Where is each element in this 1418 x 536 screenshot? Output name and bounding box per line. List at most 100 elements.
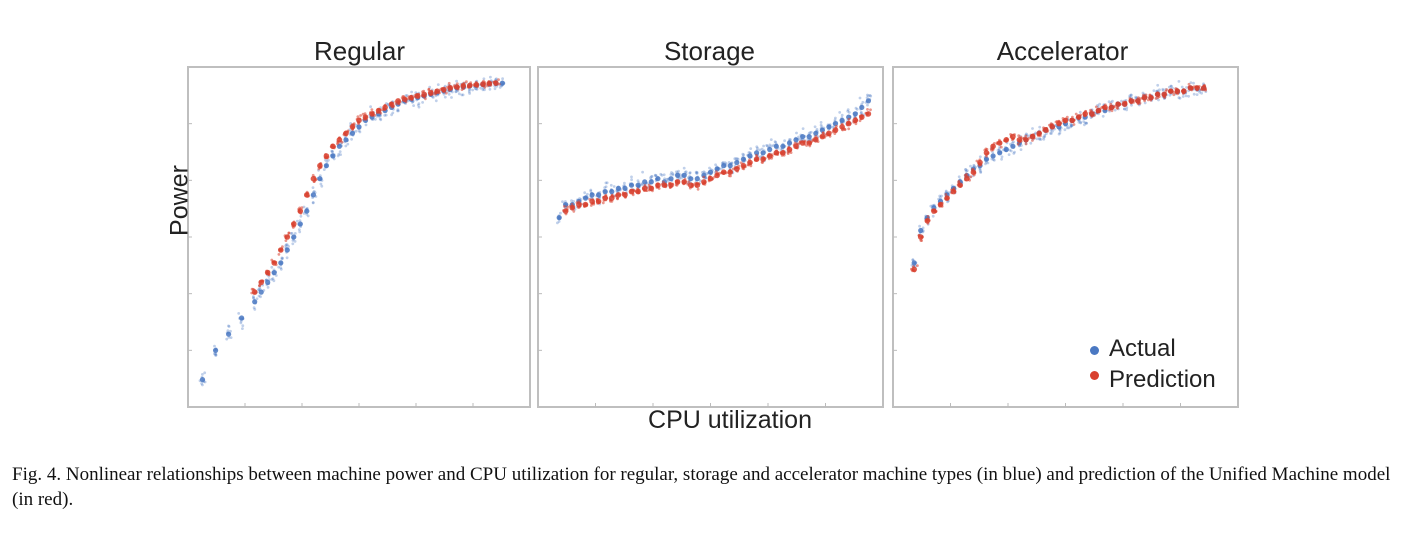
data-point-cloud	[660, 173, 664, 177]
data-point-cloud	[776, 146, 780, 150]
data-point-cloud	[336, 154, 340, 158]
data-point-cloud	[570, 199, 573, 203]
data-point-cloud	[683, 174, 686, 178]
data-point-cloud	[984, 157, 987, 161]
data-point-cloud	[1045, 132, 1048, 136]
data-point-cloud	[842, 120, 846, 124]
data-point-cloud	[566, 205, 569, 209]
data-point	[721, 163, 727, 169]
data-point-cloud	[654, 174, 658, 178]
panel-title-storage: Storage	[663, 36, 756, 66]
data-point-cloud	[1129, 98, 1132, 102]
data-point-cloud	[968, 178, 971, 182]
data-point-cloud	[972, 173, 976, 177]
data-point-cloud	[742, 153, 746, 157]
data-point-cloud	[748, 151, 752, 155]
data-point-cloud	[568, 204, 572, 208]
data-point-cloud	[799, 137, 803, 141]
data-point-cloud	[755, 155, 759, 159]
data-point-cloud	[287, 231, 291, 235]
data-point-cloud	[572, 210, 576, 213]
data-point-cloud	[200, 382, 204, 385]
data-point-cloud	[1005, 147, 1009, 150]
data-point-cloud	[1002, 148, 1005, 152]
data-point-cloud	[985, 160, 988, 164]
data-point-cloud	[229, 329, 232, 333]
data-point-cloud	[846, 109, 850, 113]
data-point-cloud	[1109, 102, 1113, 106]
data-point-cloud	[823, 135, 827, 139]
data-point-cloud	[629, 190, 633, 194]
data-point-cloud	[279, 267, 283, 271]
data-point-cloud	[1043, 133, 1047, 137]
data-point-cloud	[827, 126, 831, 130]
data-point-cloud	[986, 151, 990, 155]
data-point-cloud	[563, 205, 566, 208]
data-point-cloud	[604, 181, 608, 185]
data-point-cloud	[734, 157, 738, 161]
data-point-cloud	[500, 84, 503, 87]
data-point-cloud	[557, 215, 561, 219]
data-point-cloud	[562, 209, 565, 212]
data-point-cloud	[198, 379, 202, 383]
data-point-cloud	[741, 152, 745, 156]
data-point-cloud	[775, 149, 778, 153]
data-point-cloud	[450, 96, 453, 99]
data-point-cloud	[1177, 80, 1181, 83]
data-point	[793, 137, 799, 143]
data-point-cloud	[258, 284, 261, 288]
data-point-cloud	[947, 191, 951, 195]
data-point-cloud	[676, 171, 679, 175]
data-point-cloud	[767, 157, 771, 161]
data-point-cloud	[1129, 93, 1133, 97]
data-point-cloud	[1003, 148, 1007, 152]
data-point-cloud	[1171, 90, 1175, 94]
data-point-cloud	[636, 179, 640, 183]
data-point-cloud	[728, 171, 731, 175]
data-point-cloud	[1013, 133, 1016, 136]
data-point-cloud	[972, 163, 976, 167]
data-point-cloud	[819, 134, 823, 138]
data-point-cloud	[921, 226, 925, 230]
data-point-cloud	[623, 187, 627, 191]
data-point-cloud	[919, 239, 923, 242]
legend-prediction-label: Prediction	[1109, 366, 1216, 393]
data-point-cloud	[1063, 124, 1067, 127]
data-point-cloud	[1157, 98, 1160, 102]
data-point-cloud	[1107, 100, 1111, 104]
data-point-cloud	[226, 329, 230, 333]
data-point-cloud	[833, 132, 837, 136]
data-point	[688, 176, 694, 182]
data-point-cloud	[747, 151, 751, 154]
data-point-cloud	[357, 121, 360, 124]
data-point-cloud	[975, 159, 979, 163]
data-point-cloud	[806, 141, 810, 145]
data-point-cloud	[201, 383, 204, 387]
data-point-cloud	[501, 77, 504, 81]
data-point-cloud	[355, 117, 359, 121]
series-prediction	[250, 78, 501, 295]
data-point-cloud	[454, 90, 458, 94]
data-point-cloud	[794, 145, 798, 149]
data-point-cloud	[313, 191, 317, 195]
data-point-cloud	[680, 174, 684, 178]
data-point-cloud	[950, 191, 953, 195]
data-point-cloud	[630, 182, 634, 186]
data-point-cloud	[939, 198, 943, 202]
data-point-cloud	[1062, 118, 1066, 122]
data-point-cloud	[631, 193, 635, 197]
data-point-cloud	[1010, 144, 1014, 147]
data-point-cloud	[676, 174, 679, 178]
data-point	[727, 163, 733, 169]
data-point-cloud	[311, 186, 315, 190]
data-point-cloud	[926, 221, 930, 225]
data-point-cloud	[304, 210, 307, 214]
data-point-cloud	[680, 176, 683, 180]
data-point-cloud	[312, 190, 315, 194]
data-point-cloud	[570, 205, 574, 209]
data-point-cloud	[1189, 81, 1193, 84]
data-point-cloud	[299, 211, 303, 215]
data-point-cloud	[999, 145, 1003, 149]
data-point-cloud	[258, 288, 262, 291]
data-point-cloud	[1089, 108, 1092, 112]
